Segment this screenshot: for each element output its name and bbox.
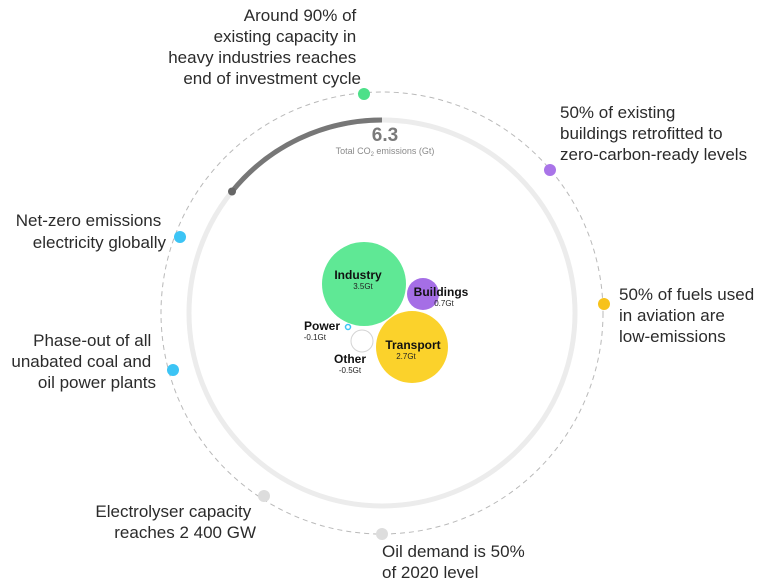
milestone-dot-net-zero-electricity: [174, 231, 186, 243]
bubble-industry-value: 3.5Gt: [353, 282, 373, 291]
bubble-buildings-value: 0.7Gt: [434, 299, 454, 308]
bubble-other: [350, 329, 374, 353]
bubble-power: [344, 323, 352, 331]
milestone-label-coal-phaseout: Phase-out of all unabated coal and oil p…: [11, 331, 156, 392]
bubble-transport-name: Transport: [385, 338, 440, 352]
milestone-dot-buildings: [544, 164, 556, 176]
bubble-buildings: [407, 278, 439, 310]
milestone-dot-oil-demand: [376, 528, 388, 540]
bubble-transport-value: 2.7Gt: [396, 352, 416, 361]
progress-arc-end-dot: [228, 187, 236, 196]
bubble-transport: [376, 311, 448, 383]
milestone-dot-electrolyser: [258, 490, 270, 502]
bubble-industry: [322, 242, 406, 326]
bubble-power-value: -0.1Gt: [304, 333, 327, 342]
milestone-dot-aviation: [598, 298, 610, 310]
milestone-label-buildings: 50% of existing buildings retrofitted to…: [560, 103, 747, 164]
bubble-buildings-name: Buildings: [414, 285, 469, 299]
milestone-label-oil-demand: Oil demand is 50% of 2020 level: [382, 542, 529, 582]
bubble-industry-name: Industry: [334, 268, 382, 282]
milestone-label-electrolyser: Electrolyser capacity reaches 2 400 GW: [95, 502, 256, 542]
bubble-other-name: Other: [334, 352, 366, 366]
milestone-label-aviation: 50% of fuels used in aviation are low-em…: [619, 285, 759, 346]
bubble-other-value: -0.5Gt: [339, 366, 362, 375]
milestone-dot-coal-phaseout: [167, 364, 179, 376]
total-value: 6.3: [372, 125, 398, 146]
milestone-dot-heavy-industry: [358, 88, 370, 100]
milestone-label-heavy-industry: Around 90% of existing capacity in heavy…: [168, 6, 361, 88]
progress-arc: [230, 117, 383, 194]
milestone-label-net-zero-electricity: Net-zero emissions electricity globally: [16, 211, 167, 252]
total-caption: Total CO2 emissions (Gt): [336, 146, 435, 158]
milestone-ring: [160, 91, 604, 535]
bubble-power-name: Power: [304, 319, 340, 333]
